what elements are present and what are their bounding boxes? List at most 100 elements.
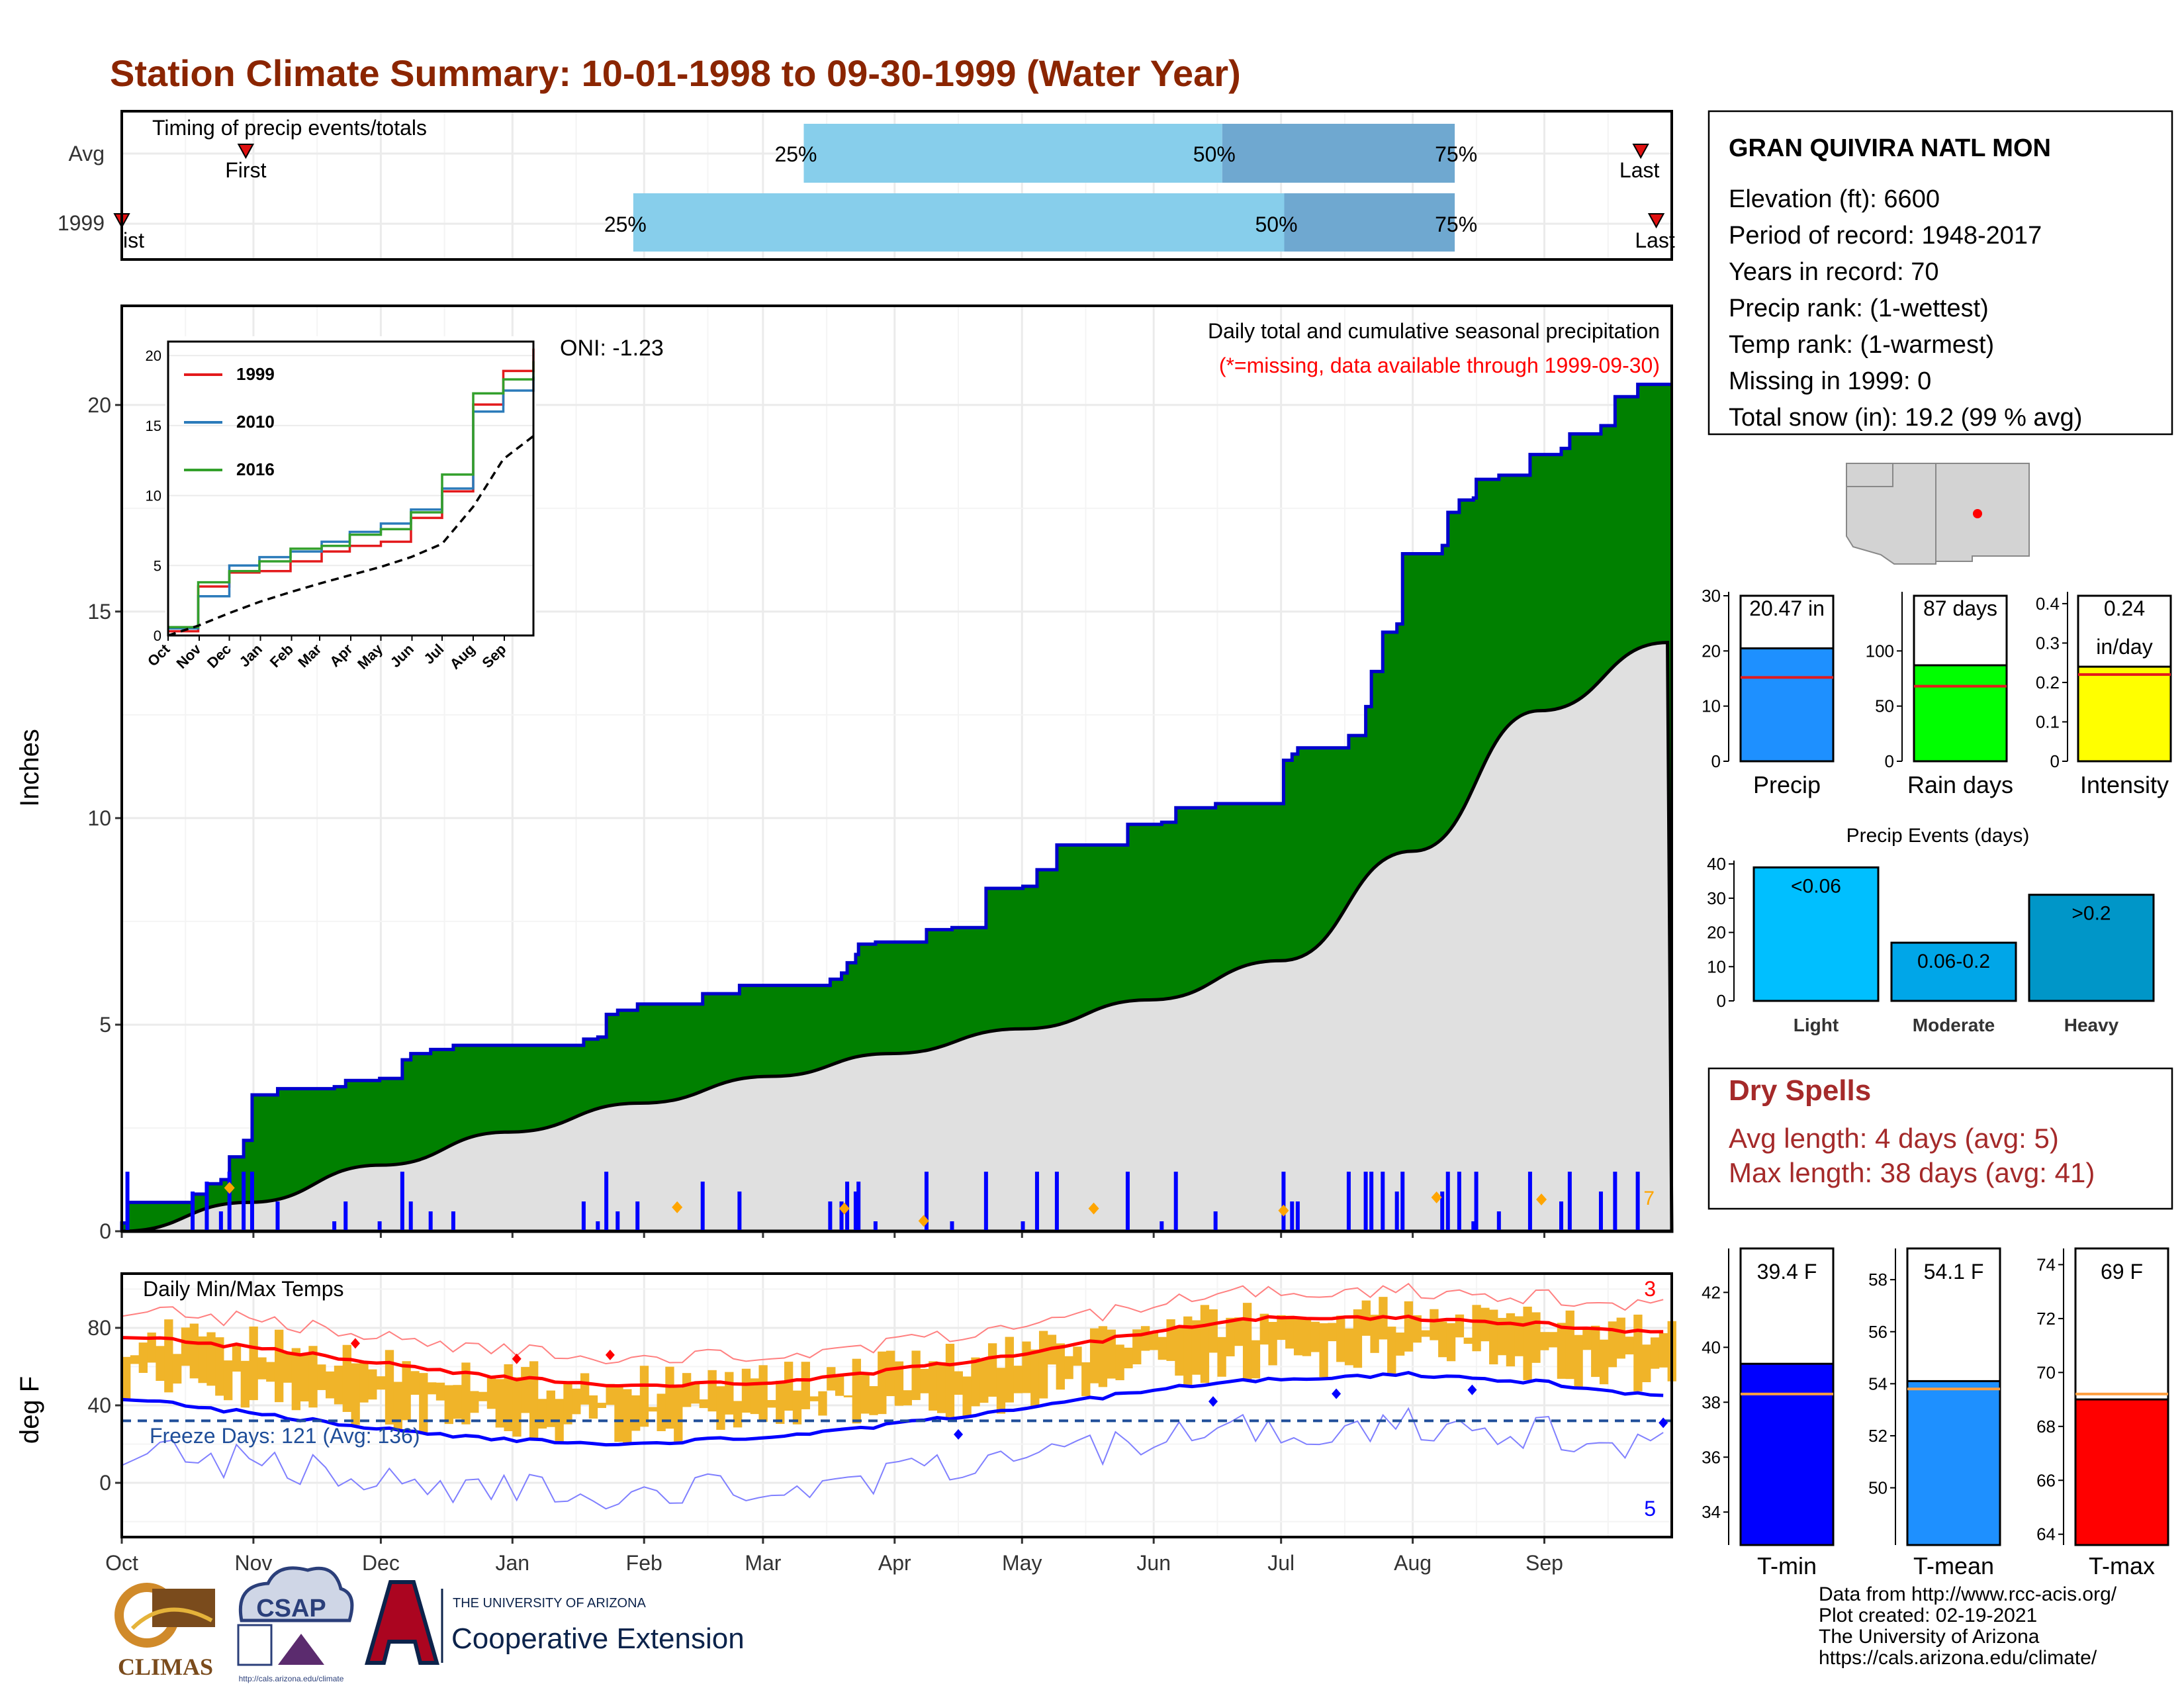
- inset-x-tick-label: Oct: [144, 640, 173, 669]
- month-label: Jan: [496, 1551, 530, 1575]
- ua-big-text: Cooperative Extension: [451, 1622, 745, 1655]
- summary-bars: 0 10 20 30 20.47 in Precip 0 50 100 87 days Rain d…: [1702, 586, 2172, 798]
- daily-precip-bar: [1021, 1221, 1025, 1231]
- daily-precip-bar: [332, 1221, 337, 1231]
- daily-temp-bar: [1642, 1344, 1651, 1383]
- timing-marker: [237, 144, 255, 160]
- daily-temp-bar: [674, 1387, 683, 1442]
- summary-bar-tick-label: 0.2: [2036, 673, 2060, 692]
- daily-temp-bar: [308, 1346, 318, 1408]
- daily-temp-bar: [1438, 1321, 1447, 1358]
- daily-precip-bar: [1290, 1201, 1295, 1231]
- daily-precip-bar: [700, 1182, 705, 1231]
- timing-1999-p75: 75%: [1435, 212, 1477, 236]
- daily-temp-bar: [1175, 1327, 1184, 1376]
- daily-temp-bar: [419, 1373, 428, 1433]
- average-cumulative-area: [121, 641, 1674, 1233]
- month-label: Sep: [1525, 1551, 1563, 1575]
- daily-precip-bar: [596, 1221, 600, 1231]
- daily-temp-bar: [359, 1361, 369, 1403]
- daily-precip-bar: [1213, 1211, 1218, 1231]
- daily-temp-bar: [920, 1368, 929, 1393]
- footer: Data from http://www.rcc-acis.org/ Plot …: [1819, 1583, 2117, 1669]
- station-line: Temp rank: (1-warmest): [1729, 331, 1994, 359]
- daily-temp-bar: [1081, 1362, 1091, 1397]
- daily-temp-bar: [682, 1373, 692, 1407]
- month-label: Jun: [1136, 1551, 1171, 1575]
- daily-temp-bar: [1251, 1340, 1261, 1379]
- summary-bar-label: Intensity: [2080, 771, 2169, 798]
- inset-background: [165, 336, 536, 635]
- snow-marker: [1278, 1204, 1289, 1217]
- daily-temp-bar: [903, 1390, 912, 1406]
- avg-min-line: [121, 1371, 1664, 1447]
- daily-temp-bar: [181, 1327, 191, 1366]
- summary-bar-tick-label: 20: [1702, 641, 1721, 661]
- daily-precip-bar: [408, 1201, 413, 1231]
- daily-temp-bar: [240, 1360, 250, 1408]
- daily-temp-bar: [325, 1371, 335, 1399]
- ua-small-text: THE UNIVERSITY OF ARIZONA: [453, 1596, 647, 1611]
- daily-temp-bar: [529, 1361, 539, 1440]
- daily-temp-bar: [1319, 1323, 1328, 1378]
- temp-panel: 0 40 80 deg F Daily Min/Max Temps Freeze D…: [15, 1272, 1676, 1544]
- inset-legend-2010: 2010: [236, 412, 275, 432]
- precip-events-chart: Precip Events (days) 0 10 20 30 40 <0.06 Light…: [1707, 825, 2155, 1035]
- oni-label: ONI: -1.23: [560, 336, 664, 361]
- daily-temp-bar: [189, 1323, 199, 1379]
- daily-temp-bar: [631, 1395, 641, 1431]
- daily-temp-bar: [1523, 1306, 1532, 1380]
- daily-temp-bar: [1140, 1326, 1150, 1351]
- daily-precip-bar: [635, 1201, 640, 1231]
- month-label: Mar: [745, 1551, 781, 1575]
- month-label: Feb: [626, 1551, 662, 1575]
- daily-temp-bar: [1591, 1325, 1600, 1378]
- daily-temp-bar: [1506, 1313, 1516, 1367]
- daily-precip-bar: [218, 1211, 223, 1231]
- timing-marker: [1647, 213, 1665, 229]
- daily-temp-bar: [1124, 1347, 1133, 1369]
- temp-bar-tick-label: 50: [1868, 1478, 1888, 1498]
- daily-temp-bar: [818, 1391, 827, 1416]
- summary-bar-tick-label: 0: [1885, 751, 1894, 771]
- freeze-days-label: Freeze Days: 121 (Avg: 136): [150, 1424, 420, 1448]
- precip-frame: [120, 305, 1673, 1233]
- daily-precip-bar: [1160, 1221, 1164, 1231]
- summary-bar-tick-label: 0: [2050, 751, 2060, 771]
- summary-bar-value: 87 days: [1923, 596, 1997, 620]
- daily-precip-bar: [1034, 1172, 1039, 1231]
- daily-temp-bar: [1268, 1321, 1277, 1366]
- events-bar: [1890, 941, 2017, 1002]
- daily-temp-bar: [886, 1350, 895, 1397]
- timing-bar-upper: [1284, 193, 1455, 252]
- dry-spells-max: Max length: 38 days (avg: 41): [1729, 1157, 2095, 1188]
- dry-spells-box: [1707, 1067, 2173, 1210]
- inset-x-tick-label: Feb: [267, 641, 296, 671]
- daily-precip-bar: [1527, 1172, 1532, 1231]
- timing-avg-p25: 25%: [774, 142, 817, 166]
- daily-temp-bar: [470, 1391, 479, 1413]
- daily-temp-bar: [1446, 1323, 1456, 1362]
- events-bar: [1752, 866, 1880, 1002]
- daily-temp-bar: [563, 1382, 572, 1425]
- summary-bar: [2077, 665, 2172, 763]
- month-label: Jul: [1267, 1551, 1295, 1575]
- precip-events-title: Precip Events (days): [1846, 825, 2030, 847]
- daily-temp-bar: [623, 1389, 632, 1444]
- daily-precip-bar: [1281, 1172, 1286, 1231]
- daily-temp-bar: [249, 1326, 258, 1401]
- daily-precip-bar: [1496, 1211, 1501, 1231]
- arizona-shape: [1846, 463, 1936, 565]
- daily-precip-bar: [227, 1172, 232, 1231]
- daily-precip-bar: [451, 1211, 455, 1231]
- timing-bars: [113, 124, 1665, 252]
- csap-wordmark: CSAP: [256, 1595, 326, 1622]
- daily-temp-bar: [1293, 1319, 1303, 1356]
- daily-precip-bar: [581, 1201, 586, 1231]
- daily-temp-bar: [979, 1359, 989, 1403]
- precip-panel: 0 5 10 15 20 Inches ONI: -1.23 Daily total a…: [15, 305, 1674, 1243]
- temp-bar-tick-label: 36: [1702, 1447, 1721, 1467]
- inset-x-tick-label: Jun: [387, 641, 417, 671]
- precip-y-tick-label: 20: [87, 393, 111, 417]
- timing-last-1999-label: Last: [1635, 228, 1675, 252]
